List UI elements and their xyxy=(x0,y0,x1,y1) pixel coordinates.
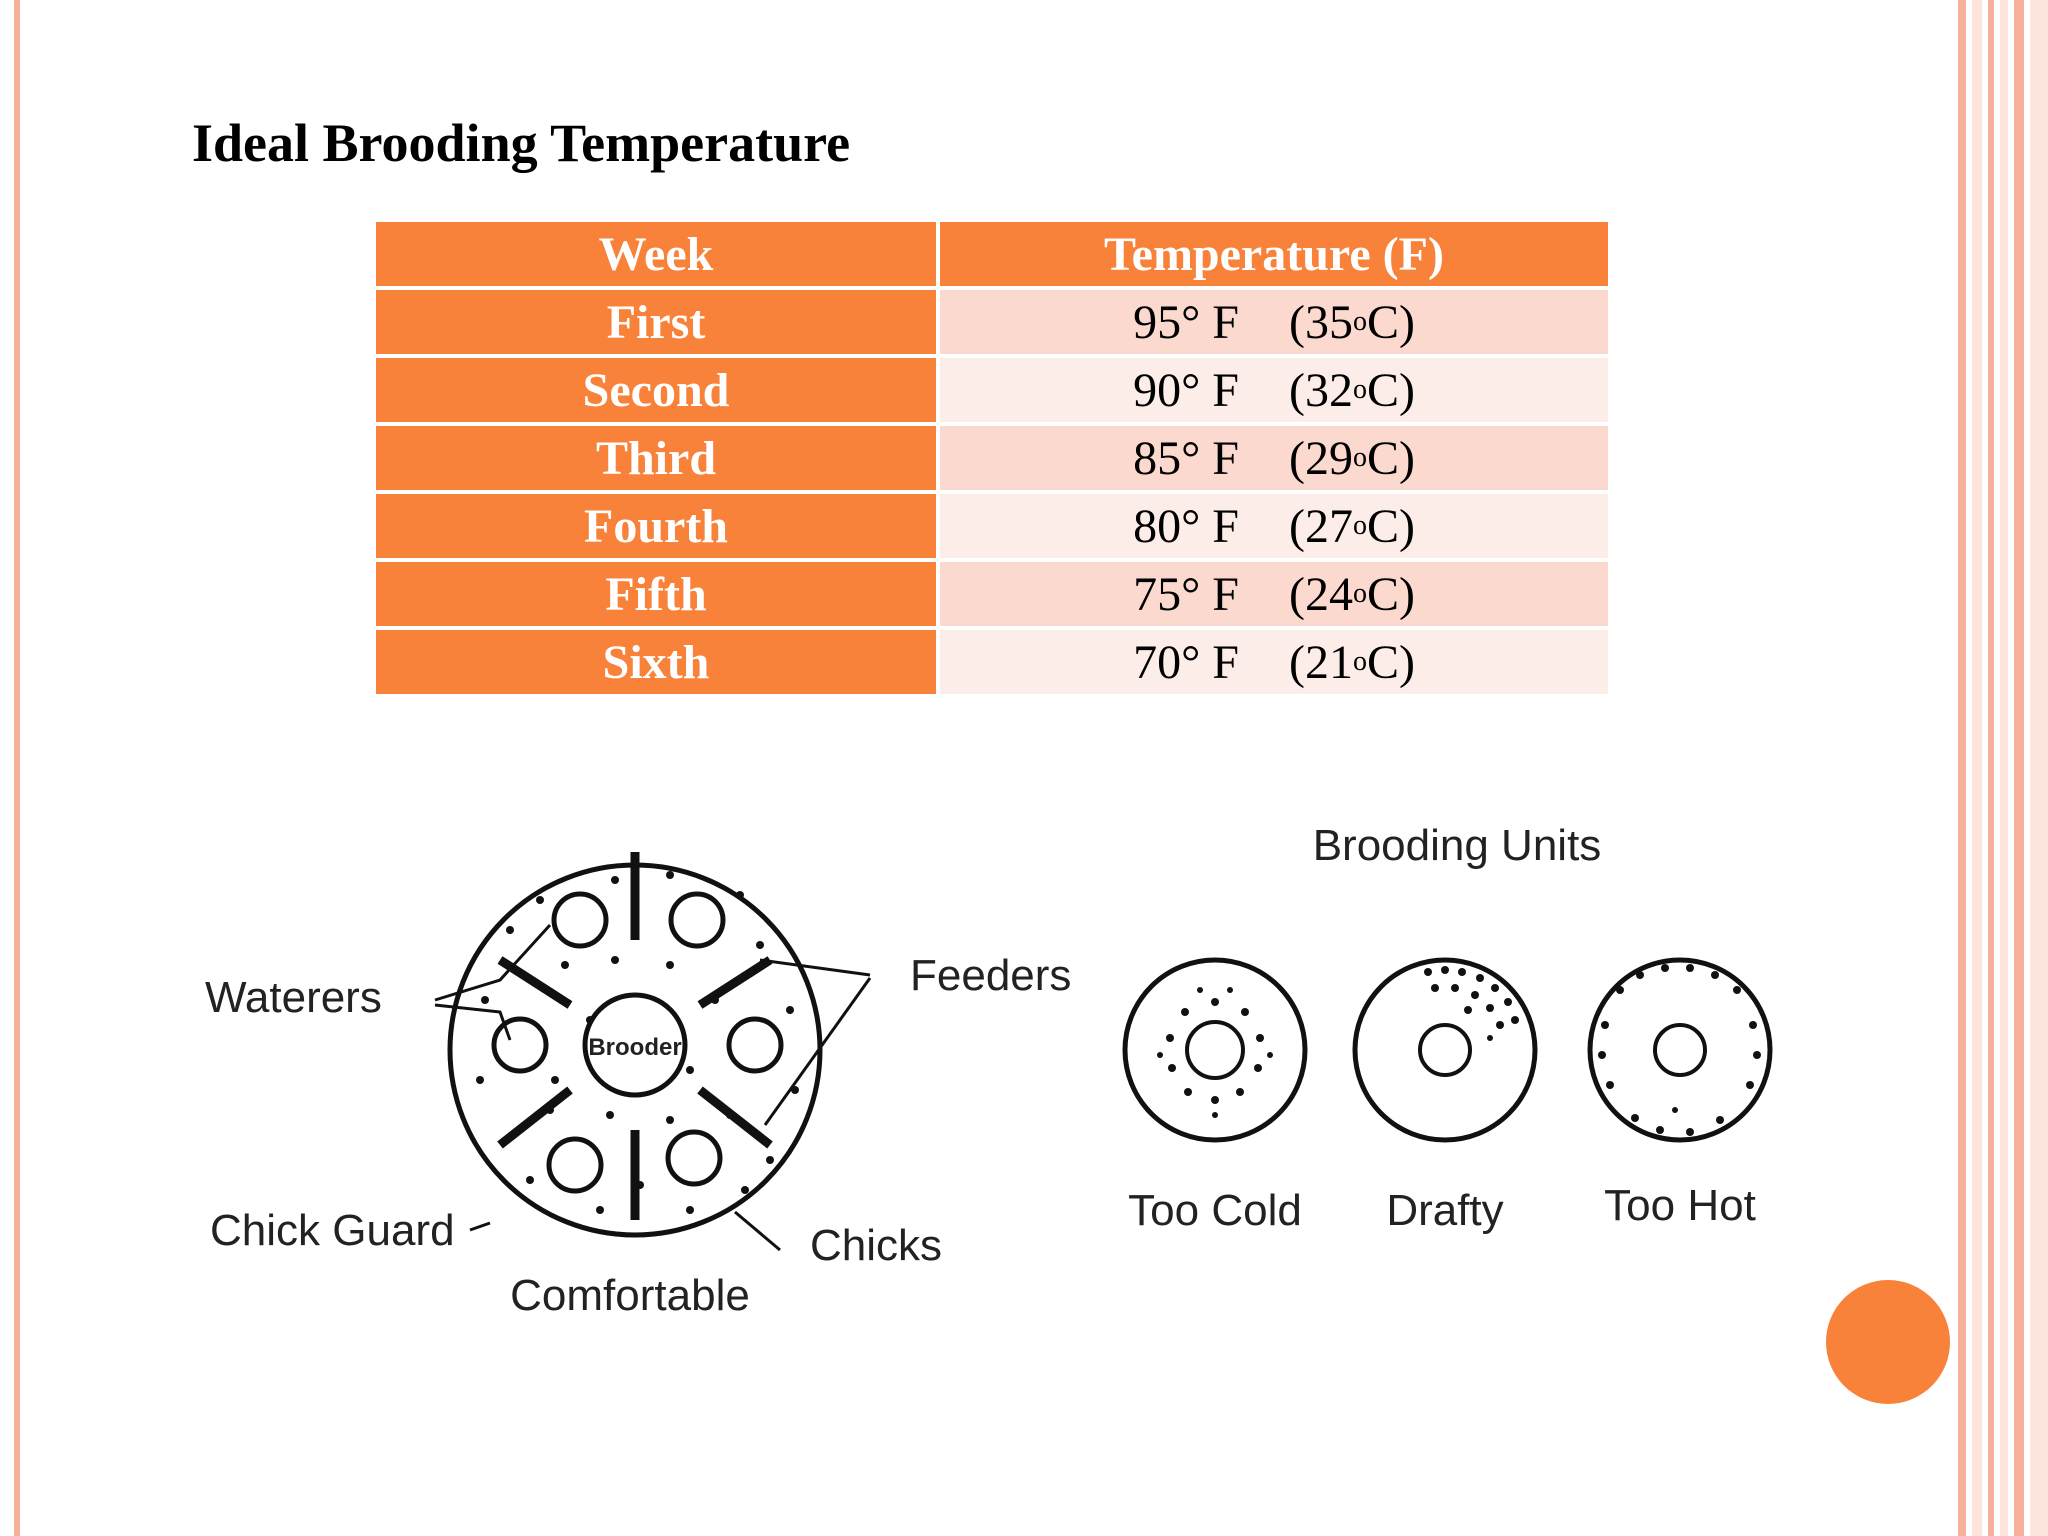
brooding-units-title: Brooding Units xyxy=(1313,821,1602,870)
fahrenheit-value: 85° F xyxy=(1133,431,1239,485)
table-row: Third 85° F (29oC) xyxy=(376,426,1608,490)
fahrenheit-value: 90° F xyxy=(1133,363,1239,417)
feeder-bars xyxy=(497,852,773,1220)
too-cold-unit xyxy=(1122,957,1308,1143)
too-cold-label: Too Cold xyxy=(1128,1186,1302,1235)
temperature-cell: 70° F (21oC) xyxy=(940,630,1608,694)
pointer-lines xyxy=(434,923,872,1252)
table-row: Sixth 70° F (21oC) xyxy=(376,630,1608,694)
chick-guard-label: Chick Guard xyxy=(210,1206,455,1255)
week-cell: Sixth xyxy=(376,630,936,694)
left-frame-border xyxy=(0,0,32,1536)
celsius-value: (35oC) xyxy=(1288,295,1415,349)
brooder-circle xyxy=(582,992,688,1098)
table-header-row: Week Temperature (F) xyxy=(376,222,1608,286)
too-hot-unit xyxy=(1587,957,1773,1143)
too-hot-label: Too Hot xyxy=(1604,1181,1756,1230)
comfortable-label: Comfortable xyxy=(510,1271,750,1320)
header-temperature: Temperature (F) xyxy=(940,222,1608,286)
celsius-value: (24oC) xyxy=(1288,567,1415,621)
brooding-units: Brooding Units Too Cold xyxy=(1122,821,1773,1235)
temperature-cell: 75° F (24oC) xyxy=(940,562,1608,626)
fahrenheit-value: 70° F xyxy=(1133,635,1239,689)
temperature-cell: 95° F (35oC) xyxy=(940,290,1608,354)
temperature-cell: 90° F (32oC) xyxy=(940,358,1608,422)
table-row: Fifth 75° F (24oC) xyxy=(376,562,1608,626)
chick-dots xyxy=(476,871,799,1214)
week-cell: Third xyxy=(376,426,936,490)
waterer-circles xyxy=(491,891,784,1194)
week-cell: Fourth xyxy=(376,494,936,558)
week-cell: Fifth xyxy=(376,562,936,626)
fahrenheit-value: 75° F xyxy=(1133,567,1239,621)
celsius-value: (27oC) xyxy=(1288,499,1415,553)
celsius-value: (29oC) xyxy=(1288,431,1415,485)
fahrenheit-value: 95° F xyxy=(1133,295,1239,349)
table-row: Fourth 80° F (27oC) xyxy=(376,494,1608,558)
table-row: First 95° F (35oC) xyxy=(376,290,1608,354)
celsius-value: (21oC) xyxy=(1288,635,1415,689)
slide-decoration-circle xyxy=(1826,1280,1950,1404)
week-cell: First xyxy=(376,290,936,354)
brooder-label: Brooder xyxy=(588,1034,681,1061)
waterers-label: Waterers xyxy=(205,973,382,1022)
table-row: Second 90° F (32oC) xyxy=(376,358,1608,422)
week-cell: Second xyxy=(376,358,936,422)
feeders-label: Feeders xyxy=(910,951,1071,1000)
temperature-table: Week Temperature (F) First 95° F (35oC) S… xyxy=(372,218,1612,698)
temperature-cell: 80° F (27oC) xyxy=(940,494,1608,558)
temperature-cell: 85° F (29oC) xyxy=(940,426,1608,490)
drafty-label: Drafty xyxy=(1386,1186,1503,1235)
celsius-value: (32oC) xyxy=(1288,363,1415,417)
drafty-unit xyxy=(1352,957,1538,1143)
header-week: Week xyxy=(376,222,936,286)
right-frame-border xyxy=(1958,0,2048,1536)
brooder-layout: Brooder xyxy=(205,852,1071,1320)
chicks-label: Chicks xyxy=(810,1221,942,1270)
brooding-diagram: Brooder xyxy=(205,821,1773,1320)
fahrenheit-value: 80° F xyxy=(1133,499,1239,553)
slide-title: Ideal Brooding Temperature xyxy=(192,113,851,173)
